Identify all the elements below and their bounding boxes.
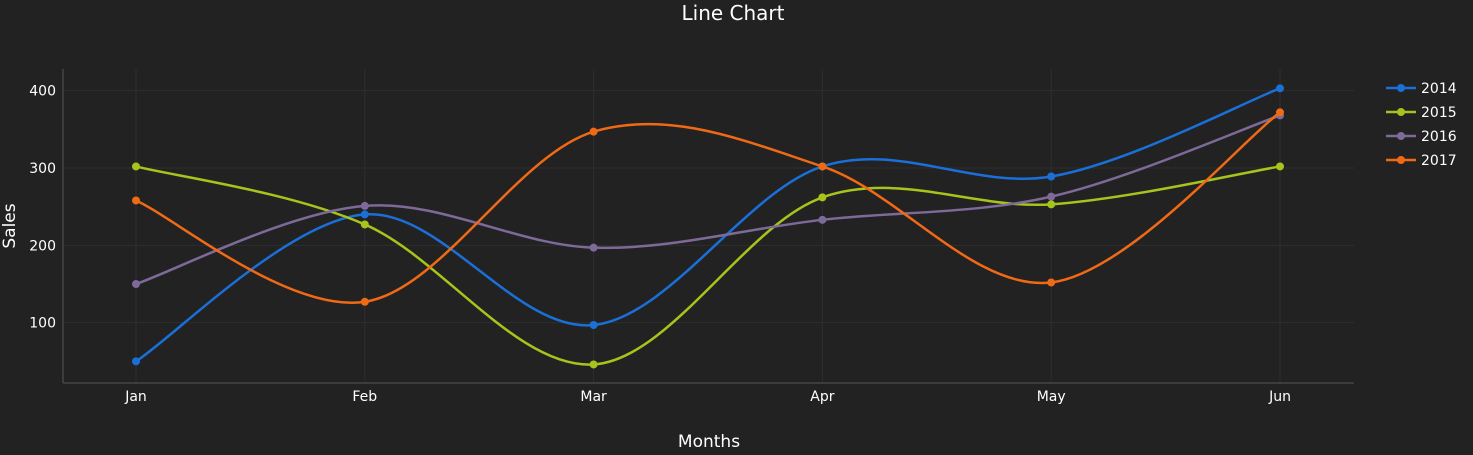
data-point[interactable] <box>132 162 140 171</box>
data-point[interactable] <box>360 201 369 210</box>
legend-swatch-marker <box>1397 156 1405 164</box>
data-point[interactable] <box>1276 108 1284 117</box>
x-tick-label: May <box>1037 389 1066 405</box>
data-point[interactable] <box>360 210 369 219</box>
legend-item-2017[interactable]: 2017 <box>1386 153 1457 169</box>
x-tick-label: Feb <box>352 389 377 405</box>
legend-label: 2015 <box>1421 105 1457 121</box>
legend-item-2015[interactable]: 2015 <box>1386 105 1457 121</box>
data-point[interactable] <box>818 162 827 171</box>
data-point[interactable] <box>589 320 598 329</box>
data-point[interactable] <box>132 196 140 205</box>
data-point[interactable] <box>589 243 598 252</box>
legend-item-2014[interactable]: 2014 <box>1386 81 1457 97</box>
y-axis-title: Sales <box>0 203 20 248</box>
x-axis-title: Months <box>678 432 740 452</box>
x-tick-label: Mar <box>580 389 607 405</box>
data-point[interactable] <box>360 220 369 229</box>
series-line <box>135 114 1281 286</box>
series-line <box>135 165 1281 366</box>
y-tick-label: 300 <box>29 161 56 177</box>
data-point[interactable] <box>360 297 369 306</box>
x-ticks: Jan Feb Mar Apr May Jun <box>124 389 1291 405</box>
legend-item-2016[interactable]: 2016 <box>1386 129 1457 145</box>
y-tick-label: 100 <box>29 316 56 332</box>
data-point[interactable] <box>1047 278 1056 287</box>
series-2016 <box>132 111 1284 289</box>
legend-swatch-marker <box>1397 108 1405 116</box>
data-point[interactable] <box>589 127 598 136</box>
series-line <box>135 87 1281 363</box>
data-point[interactable] <box>1276 162 1284 171</box>
data-point[interactable] <box>132 357 140 366</box>
series-2017 <box>132 108 1284 306</box>
x-tick-label: Apr <box>810 389 834 405</box>
data-point[interactable] <box>818 193 827 202</box>
series-2014 <box>132 84 1284 366</box>
data-point[interactable] <box>1047 192 1056 201</box>
series-2015 <box>132 162 1284 369</box>
series-group <box>132 84 1284 369</box>
data-point[interactable] <box>132 280 140 289</box>
legend-swatch-marker <box>1397 132 1405 140</box>
series-line <box>135 111 1281 304</box>
x-tick-label: Jun <box>1268 389 1291 405</box>
data-point[interactable] <box>1047 200 1056 209</box>
y-tick-label: 200 <box>29 238 56 254</box>
data-point[interactable] <box>1047 172 1056 181</box>
data-point[interactable] <box>1276 84 1284 93</box>
legend-label: 2016 <box>1421 129 1457 145</box>
legend[interactable]: 2014 2015 2016 2017 <box>1386 81 1457 169</box>
chart-title: Line Chart <box>682 1 785 25</box>
data-point[interactable] <box>818 215 827 224</box>
y-tick-label: 400 <box>29 84 56 100</box>
legend-swatch-marker <box>1397 84 1405 92</box>
grid <box>63 69 1354 383</box>
x-tick-label: Jan <box>124 389 147 405</box>
data-point[interactable] <box>589 360 598 369</box>
y-ticks: 100 200 300 400 <box>29 84 56 332</box>
legend-label: 2017 <box>1421 153 1457 169</box>
legend-label: 2014 <box>1421 81 1457 97</box>
